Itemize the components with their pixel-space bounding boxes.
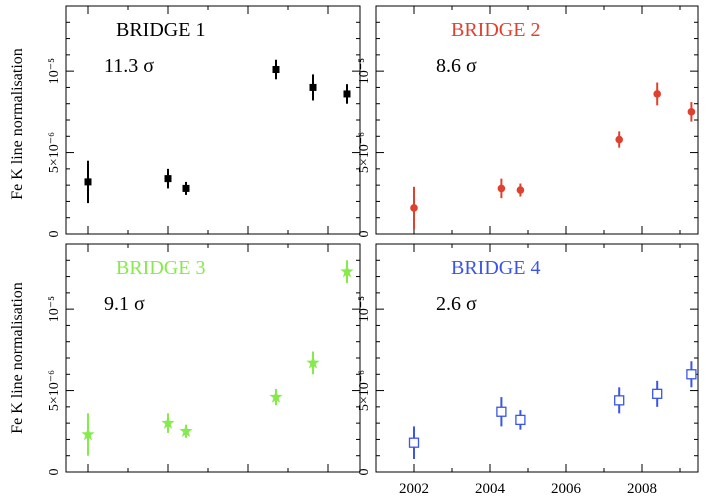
data-point bbox=[340, 264, 354, 278]
data-point bbox=[686, 369, 697, 380]
y-tick-label: 0 bbox=[357, 469, 372, 476]
data-point bbox=[306, 355, 320, 369]
data-points bbox=[84, 59, 351, 204]
data-points bbox=[81, 260, 354, 456]
y-tick-label: 10⁻⁵ bbox=[357, 296, 372, 322]
panel-title: BRIDGE 2 bbox=[451, 19, 540, 41]
y-tick-label: 5×10⁻⁶ bbox=[47, 132, 62, 173]
y-tick-label: 5×10⁻⁶ bbox=[47, 370, 62, 411]
data-point bbox=[615, 135, 623, 144]
panel-title: BRIDGE 1 bbox=[116, 19, 205, 41]
data-point bbox=[687, 108, 696, 116]
panel-bridge-4: 0 5×10⁻⁶ 10⁻⁵ BRIDGE 4 2.6 σ bbox=[357, 243, 699, 476]
y-tick-label: 10⁻⁵ bbox=[47, 296, 62, 322]
ylabel-bottom: Fe K line normalisation bbox=[9, 282, 26, 434]
x-tick-label: 2008 bbox=[627, 481, 657, 497]
y-tick-label: 0 bbox=[47, 469, 62, 476]
y-tick-label: 5×10⁻⁶ bbox=[357, 132, 372, 173]
data-point bbox=[343, 90, 351, 98]
data-point bbox=[497, 184, 506, 193]
data-point bbox=[179, 424, 193, 437]
data-point bbox=[614, 395, 625, 406]
data-point bbox=[515, 414, 526, 426]
x-tick-label: 2004 bbox=[475, 481, 506, 497]
y-tick-label: 5×10⁻⁶ bbox=[357, 370, 372, 411]
data-point bbox=[653, 90, 661, 98]
plot-frame bbox=[65, 5, 361, 235]
significance-label: 11.3 σ bbox=[104, 55, 154, 77]
data-point bbox=[182, 184, 190, 192]
x-tick-label: 2006 bbox=[551, 481, 582, 497]
panel-title: BRIDGE 4 bbox=[451, 257, 540, 279]
data-point bbox=[652, 388, 663, 399]
data-point bbox=[516, 186, 525, 194]
data-point bbox=[161, 416, 175, 429]
x-tick-label: 2002 bbox=[399, 481, 429, 497]
data-point bbox=[272, 66, 280, 74]
data-point bbox=[81, 427, 95, 441]
panel-bridge-2: 0 5×10⁻⁶ 10⁻⁵ BRIDGE 2 8.6 σ bbox=[357, 5, 699, 238]
data-points bbox=[410, 82, 696, 230]
data-point bbox=[410, 204, 418, 212]
panel-title: BRIDGE 3 bbox=[116, 257, 205, 279]
data-point bbox=[164, 175, 172, 183]
data-point bbox=[496, 406, 507, 417]
panel-bridge-3: 0 5×10⁻⁶ 10⁻⁵ BRIDGE 3 9.1 σ bbox=[47, 243, 361, 476]
data-point bbox=[84, 178, 92, 186]
data-point bbox=[269, 390, 283, 403]
y-tick-label: 0 bbox=[357, 231, 372, 238]
data-point bbox=[408, 437, 420, 448]
data-point bbox=[309, 83, 317, 91]
y-tick-label: 0 bbox=[47, 231, 62, 238]
panel-bridge-1: 0 5×10⁻⁶ 10⁻⁵ BRIDGE 1 11.3 σ bbox=[47, 5, 361, 238]
plot-frame bbox=[65, 243, 361, 473]
significance-label: 2.6 σ bbox=[436, 293, 477, 315]
significance-label: 8.6 σ bbox=[436, 55, 477, 77]
y-tick-label: 10⁻⁵ bbox=[357, 58, 372, 84]
y-tick-label: 10⁻⁵ bbox=[47, 58, 62, 84]
significance-label: 9.1 σ bbox=[104, 293, 145, 315]
data-points bbox=[408, 361, 697, 459]
x-tick-labels: 2002 2004 2006 2008 bbox=[399, 481, 657, 497]
ylabel-top: Fe K line normalisation bbox=[9, 48, 26, 200]
